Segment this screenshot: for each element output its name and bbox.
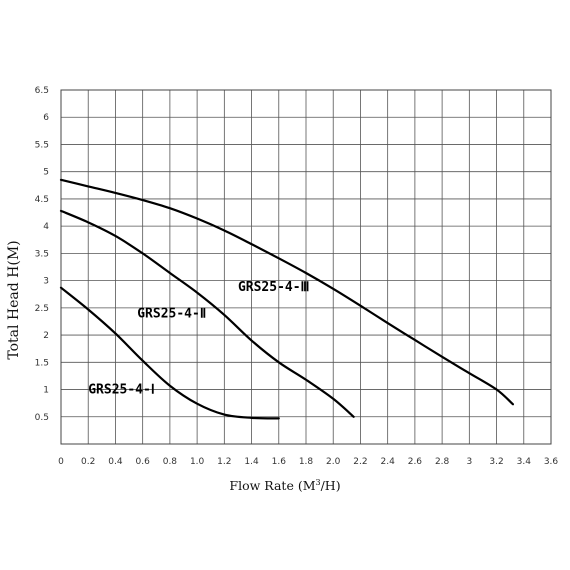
x-tick-label: 2.2 xyxy=(353,457,367,467)
x-tick-label: 1.4 xyxy=(244,457,259,467)
x-tick-label: 0.8 xyxy=(163,457,178,467)
x-tick-label: 3.6 xyxy=(544,457,559,467)
y-tick-label: 3.5 xyxy=(35,249,49,259)
x-tick-label: 3.4 xyxy=(517,457,532,467)
grid xyxy=(60,89,552,444)
x-tick-label: 0 xyxy=(58,457,64,467)
y-tick-label: 5.5 xyxy=(35,140,49,150)
y-tick-label: 3 xyxy=(43,277,49,287)
plot-frame xyxy=(60,89,552,445)
x-tick-label: 1.2 xyxy=(217,457,231,467)
y-tick-label: 6.5 xyxy=(35,86,49,96)
series-line-3 xyxy=(59,178,514,406)
y-tick-label: 1 xyxy=(43,386,49,396)
y-tick-label: 4.5 xyxy=(35,195,49,205)
y-tick-label: 2 xyxy=(43,331,49,341)
x-tick-label: 2.6 xyxy=(408,457,423,467)
x-axis-label-tail: /H) xyxy=(321,478,341,493)
series-label-2: GRS25-4-Ⅱ xyxy=(137,306,206,321)
x-tick-label: 3.2 xyxy=(489,457,503,467)
series-line-2 xyxy=(59,209,355,418)
x-tick-label: 3 xyxy=(466,457,472,467)
series-label-1: GRS25-4-Ⅰ xyxy=(88,383,154,398)
x-axis-label-main: Flow Rate (M xyxy=(229,478,315,493)
x-tick-label: 1.6 xyxy=(272,457,287,467)
x-tick-label: 1.0 xyxy=(190,457,205,467)
x-tick-label: 1.8 xyxy=(299,457,314,467)
x-tick-label: 0.2 xyxy=(81,457,95,467)
x-axis-label: Flow Rate (M3/H) xyxy=(229,478,340,493)
y-axis-label: Total Head H(M) xyxy=(6,240,22,359)
x-axis-label-sup: 3 xyxy=(316,478,321,487)
y-tick-label: 1.5 xyxy=(35,358,49,368)
x-tick-label: 2.4 xyxy=(381,457,396,467)
x-tick-label: 0.4 xyxy=(108,457,123,467)
x-tick-label: 0.6 xyxy=(136,457,151,467)
y-tick-label: 4 xyxy=(43,222,49,232)
series-group xyxy=(59,178,514,420)
y-tick-label: 2.5 xyxy=(35,304,49,314)
x-tick-label: 2.8 xyxy=(435,457,450,467)
series-labels: GRS25-4-Ⅰ GRS25-4-Ⅱ GRS25-4-Ⅲ xyxy=(88,280,309,397)
series-line-1 xyxy=(59,286,280,420)
series-label-3: GRS25-4-Ⅲ xyxy=(238,280,310,295)
x-tick-labels: 0 0.2 0.4 0.6 0.8 1.0 1.2 1.4 1.6 1.8 2.0 2.2 2.4 2.6… xyxy=(58,457,558,467)
y-tick-label: 5 xyxy=(43,168,49,178)
y-tick-label: 6 xyxy=(43,113,49,123)
x-tick-label: 2.0 xyxy=(326,457,341,467)
y-tick-labels: 0.5 1 1.5 2 2.5 3 3.5 4 4.5 5 5.5 6 6.5 xyxy=(35,86,50,423)
y-tick-label: 0.5 xyxy=(35,413,49,423)
